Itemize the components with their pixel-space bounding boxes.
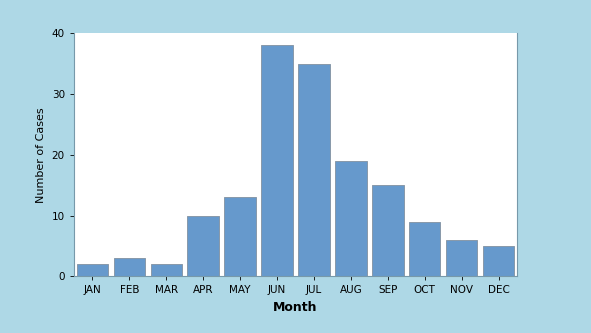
Bar	[409, 222, 440, 276]
Bar	[113, 258, 145, 276]
Bar	[335, 161, 366, 276]
Bar	[225, 197, 256, 276]
Bar	[483, 246, 514, 276]
Bar	[446, 240, 478, 276]
Bar	[187, 216, 219, 276]
Bar	[77, 264, 108, 276]
Y-axis label: Number of Cases: Number of Cases	[36, 107, 46, 203]
Bar	[261, 45, 293, 276]
Bar	[372, 185, 404, 276]
X-axis label: Month: Month	[273, 301, 318, 314]
Bar	[298, 64, 330, 276]
Bar	[151, 264, 182, 276]
